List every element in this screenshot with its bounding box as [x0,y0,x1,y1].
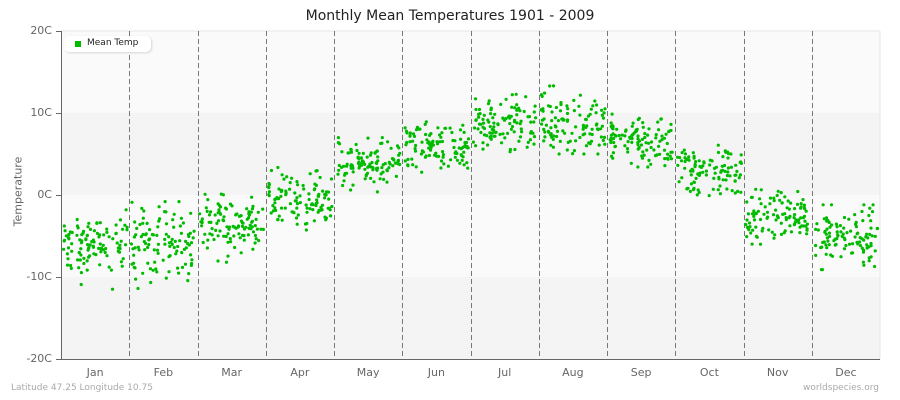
x-tick-oct: Oct [699,366,719,379]
x-tick-nov: Nov [766,366,789,379]
legend-label: Mean Temp [87,38,139,48]
x-tick-aug: Aug [562,366,584,379]
y-tick-10: 10C [30,106,52,119]
y-tick-minus-20: -20C [26,352,52,365]
x-tick-feb: Feb [153,366,174,379]
chart-title: Monthly Mean Temperatures 1901 - 2009 [305,8,595,24]
location-caption: Latitude 47.25 Longitude 10.75 [11,383,153,393]
x-tick-apr: Apr [290,366,310,379]
x-tick-jan: Jan [86,366,104,379]
y-tick-minus-10: -10C [26,270,52,283]
x-tick-jul: Jul [497,366,512,379]
legend: Mean Temp [64,36,151,52]
x-tick-may: May [356,366,380,379]
x-tick-mar: Mar [221,366,242,379]
x-tick-jun: Jun [427,366,445,379]
y-tick-0: 0C [37,188,52,201]
legend-swatch-icon [75,41,81,47]
source-caption: worldspecies.org [802,383,879,393]
x-tick-dec: Dec [835,366,857,379]
x-tick-sep: Sep [630,366,652,379]
y-tick-20: 20C [30,24,52,37]
